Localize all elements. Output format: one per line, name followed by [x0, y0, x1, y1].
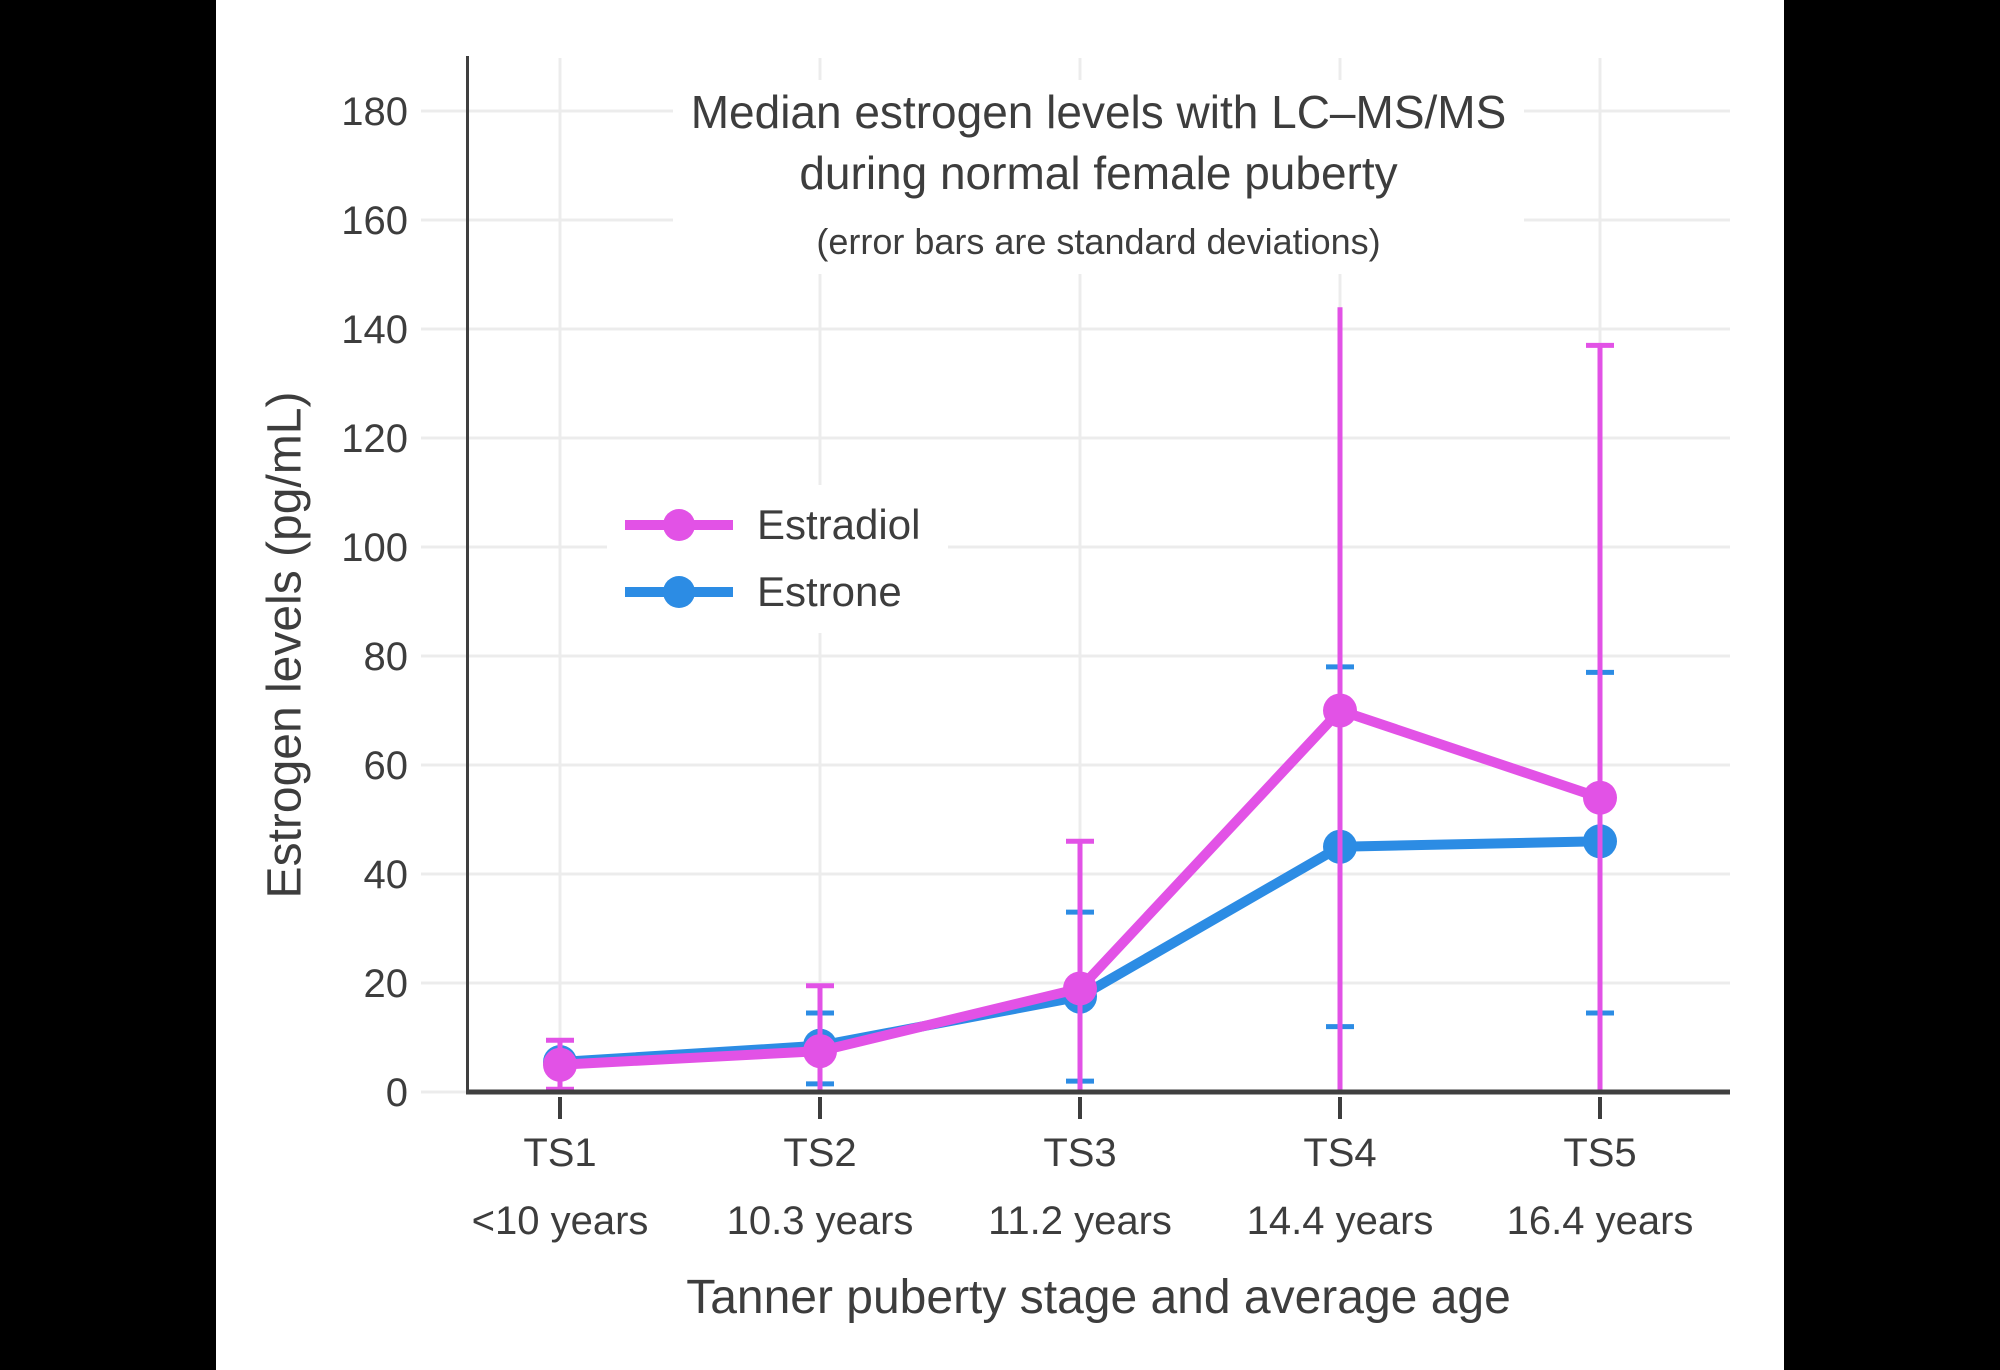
y-tick-label-80: 80	[364, 635, 409, 679]
y-tick-labels: 0 20 40 60 80 100 120 140 160 180	[341, 90, 408, 1115]
series-markers-estradiol	[543, 693, 1617, 1082]
x-tick-sublabel-TS2: 10.3 years	[727, 1199, 914, 1243]
x-tick-label-TS3: TS3	[1043, 1131, 1116, 1175]
y-axis-title: Estrogen levels (pg/mL)	[258, 391, 312, 899]
x-axis-title: Tanner puberty stage and average age	[686, 1271, 1511, 1324]
y-tick-label-60: 60	[364, 744, 409, 788]
x-tick-label-TS1: TS1	[523, 1131, 596, 1175]
legend-item-estrone: Estrone	[623, 558, 920, 625]
x-tick-label-TS2: TS2	[783, 1131, 856, 1175]
y-tick-label-0: 0	[386, 1071, 408, 1115]
data-point-estradiol-TS3	[1063, 971, 1097, 1006]
y-tick-label-120: 120	[341, 417, 408, 461]
x-tick-sublabel-TS4: 14.4 years	[1247, 1199, 1434, 1243]
x-tick-label-TS4: TS4	[1303, 1131, 1376, 1175]
data-point-estradiol-TS1	[543, 1047, 577, 1082]
axes	[466, 56, 1730, 1095]
data-point-estradiol-TS2	[803, 1034, 837, 1069]
x-tick-label-TS5: TS5	[1563, 1131, 1636, 1175]
data-point-estradiol-TS4	[1323, 693, 1357, 728]
legend-label-estrone: Estrone	[757, 567, 902, 615]
legend-item-estradiol: Estradiol	[623, 491, 920, 558]
y-tick-label-160: 160	[341, 199, 408, 243]
legend-swatch-estradiol-icon	[625, 508, 733, 541]
x-tick-labels: TS1 <10 years TS2 10.3 years TS3 11.2 years TS…	[472, 1097, 1694, 1243]
x-tick-sublabel-TS1: <10 years	[472, 1199, 649, 1243]
x-tick-sublabel-TS3: 11.2 years	[988, 1199, 1172, 1243]
y-tick-label-100: 100	[341, 526, 408, 570]
y-tick-label-40: 40	[364, 853, 409, 897]
legend-label-estradiol: Estradiol	[757, 500, 921, 548]
legend-swatch-estrone-icon	[625, 575, 733, 608]
y-tick-label-180: 180	[341, 90, 408, 134]
legend: Estradiol Estrone	[607, 485, 949, 633]
x-tick-sublabel-TS5: 16.4 years	[1507, 1199, 1694, 1243]
y-tick-label-140: 140	[341, 308, 408, 352]
y-tick-label-20: 20	[364, 962, 409, 1006]
data-point-estradiol-TS5	[1583, 780, 1617, 815]
